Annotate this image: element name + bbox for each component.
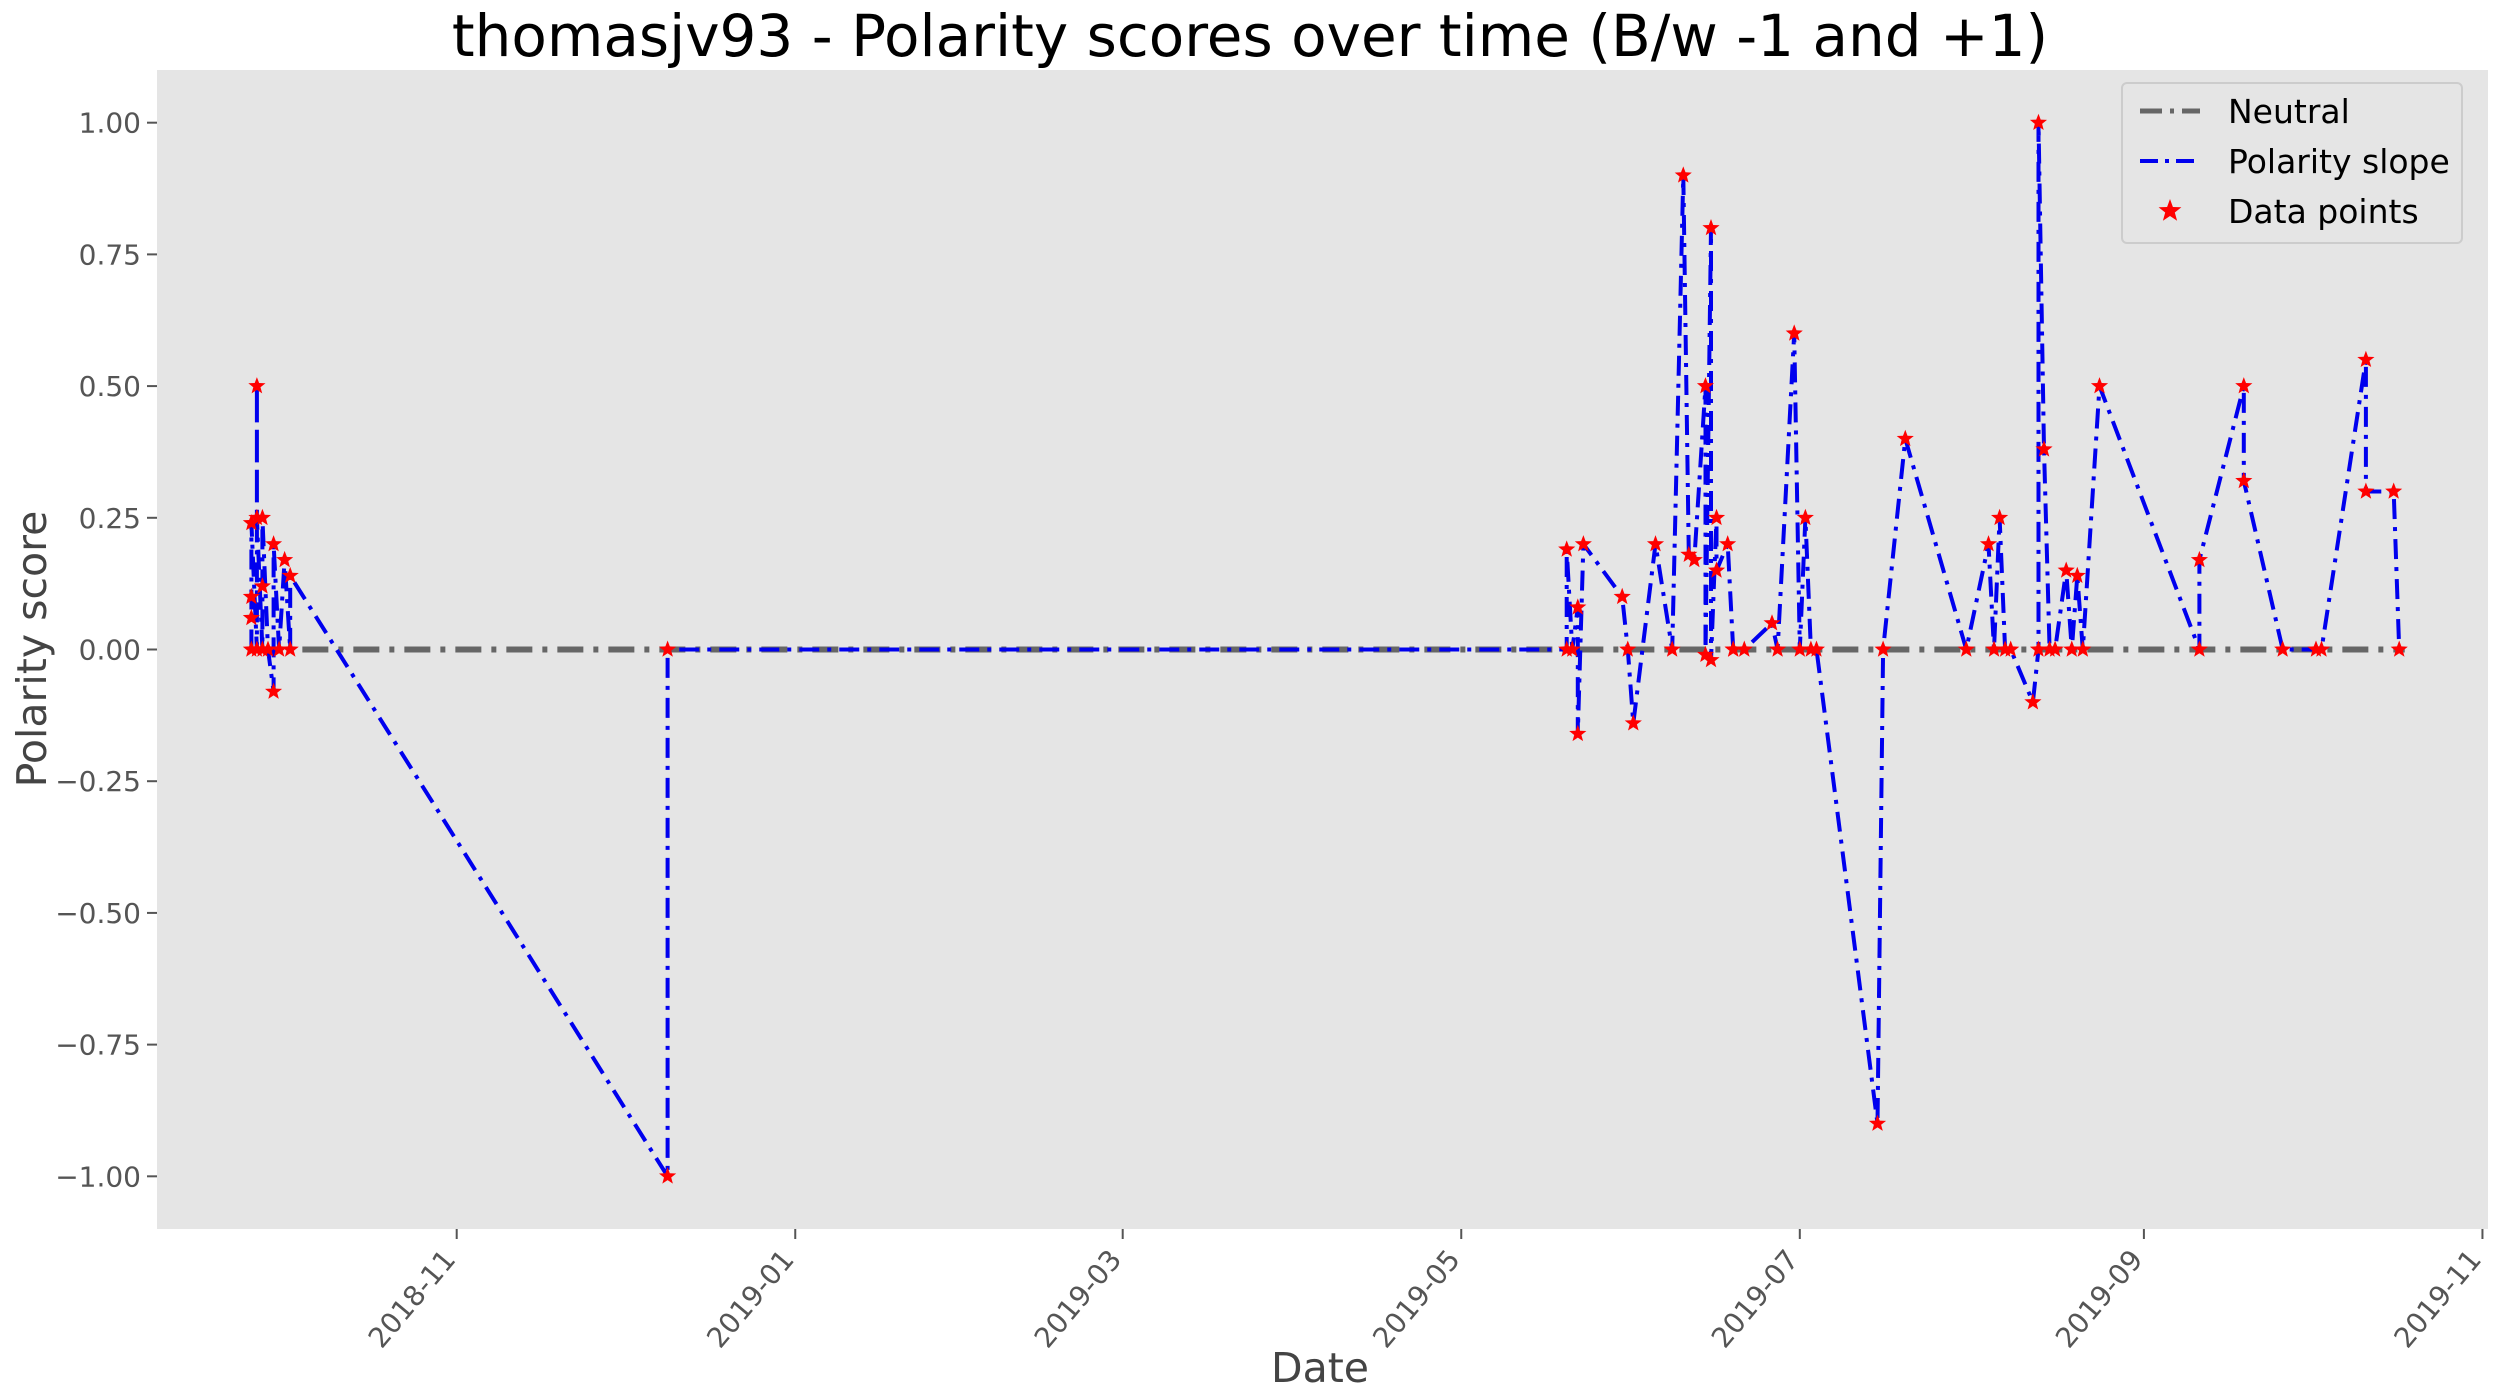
data-point-star (2068, 566, 2086, 583)
data-point-star (265, 535, 283, 552)
chart-title: thomasjv93 - Polarity scores over time (… (452, 2, 2048, 70)
data-point-star (1702, 219, 1720, 236)
data-point-star (1674, 166, 1692, 183)
y-tick-label: 1.00 (79, 107, 141, 140)
data-point-star (1735, 640, 1753, 657)
data-point-star (242, 514, 260, 531)
data-point-star (270, 640, 288, 657)
data-points-layer (242, 113, 2408, 1184)
data-point-star (1807, 640, 1825, 657)
data-point-star (2057, 561, 2075, 578)
data-point-star (1563, 640, 1581, 657)
data-point-star (659, 640, 677, 657)
legend-box (2121, 82, 2463, 244)
data-point-star (242, 587, 260, 605)
data-point-star (242, 608, 260, 626)
data-point-star (276, 550, 294, 568)
data-point-star (281, 640, 299, 657)
y-tick-label: −1.00 (55, 1160, 141, 1193)
y-tick-label: −0.75 (55, 1029, 141, 1062)
data-point-star (2190, 550, 2208, 568)
y-tick-label: −0.25 (55, 765, 141, 798)
data-point-star (253, 508, 271, 526)
data-point-star (1708, 561, 1726, 578)
data-point-star (1624, 714, 1642, 731)
data-point-star (2090, 377, 2109, 394)
data-point-star (259, 640, 277, 657)
data-point-star (2357, 350, 2375, 367)
data-point-star (1957, 640, 1975, 657)
data-point-star (2024, 693, 2042, 710)
data-point-star (2190, 640, 2208, 657)
data-point-star (1979, 535, 1998, 552)
data-point-star (2274, 640, 2292, 657)
data-point-star (1785, 324, 1803, 341)
data-point-star (2035, 440, 2053, 457)
data-point-star (248, 377, 266, 394)
data-point-star (265, 682, 283, 699)
data-point-star (1663, 640, 1681, 657)
y-tick-label: 0.75 (79, 238, 141, 271)
data-point-star (2235, 377, 2253, 394)
polarity-slope-line (249, 120, 2402, 1179)
legend-neutral-label: Neutral (2228, 92, 2350, 131)
y-tick-label: 0.25 (79, 502, 141, 535)
data-point-star (2063, 640, 2081, 657)
data-point-star (1796, 508, 1814, 526)
data-point-star (659, 1167, 677, 1184)
legend: Neutral Polarity slope Data points (2121, 82, 2463, 244)
data-point-star (1558, 540, 1576, 557)
x-axis-label: Date (1271, 1344, 1369, 1392)
data-point-star (1868, 1114, 1887, 1131)
data-point-star (2235, 471, 2253, 489)
data-point-star (1985, 640, 2003, 657)
data-point-star (2357, 482, 2375, 499)
data-point-star (2002, 640, 2020, 657)
data-point-star (2385, 482, 2403, 499)
data-point-star (2074, 640, 2092, 657)
legend-star-marker (2158, 199, 2182, 221)
data-point-star (1702, 651, 1720, 668)
data-point-star (1613, 587, 1631, 605)
data-point-star (1874, 640, 1892, 657)
data-point-star (1685, 550, 1703, 568)
data-point-star (2029, 113, 2047, 130)
data-point-star (1569, 598, 1587, 615)
y-axis-label: Polarity score (8, 511, 56, 788)
legend-slope-label: Polarity slope (2228, 142, 2450, 181)
data-point-star (1708, 508, 1726, 526)
data-point-star (2390, 640, 2408, 657)
legend-points-label: Data points (2228, 192, 2419, 231)
y-tick-label: 0.50 (79, 370, 141, 403)
data-point-star (1769, 640, 1787, 657)
data-point-star (1896, 429, 1914, 447)
data-point-star (1724, 640, 1742, 657)
data-point-star (1646, 535, 1665, 552)
data-point-star (281, 566, 299, 583)
data-point-star (2046, 640, 2064, 657)
y-axis-ticks: 1.00 0.75 0.50 0.25 0.00 −0.25 −0.50 −0.75 −1.00 (55, 107, 157, 1193)
y-tick-label: −0.50 (55, 897, 141, 930)
data-point-star (1763, 614, 1781, 631)
data-point-star (1719, 535, 1737, 552)
data-point-star (1619, 640, 1637, 657)
data-point-star (1991, 508, 2009, 526)
data-point-star (1696, 377, 1714, 394)
data-point-star (1696, 645, 1714, 662)
data-point-star (1574, 535, 1592, 552)
data-point-star (2312, 640, 2331, 657)
data-point-star (1791, 640, 1809, 657)
data-point-star (2029, 640, 2047, 657)
data-point-star (253, 577, 271, 594)
data-point-star (1680, 545, 1698, 562)
y-tick-label: 0.00 (79, 634, 141, 667)
data-point-star (1569, 724, 1587, 742)
